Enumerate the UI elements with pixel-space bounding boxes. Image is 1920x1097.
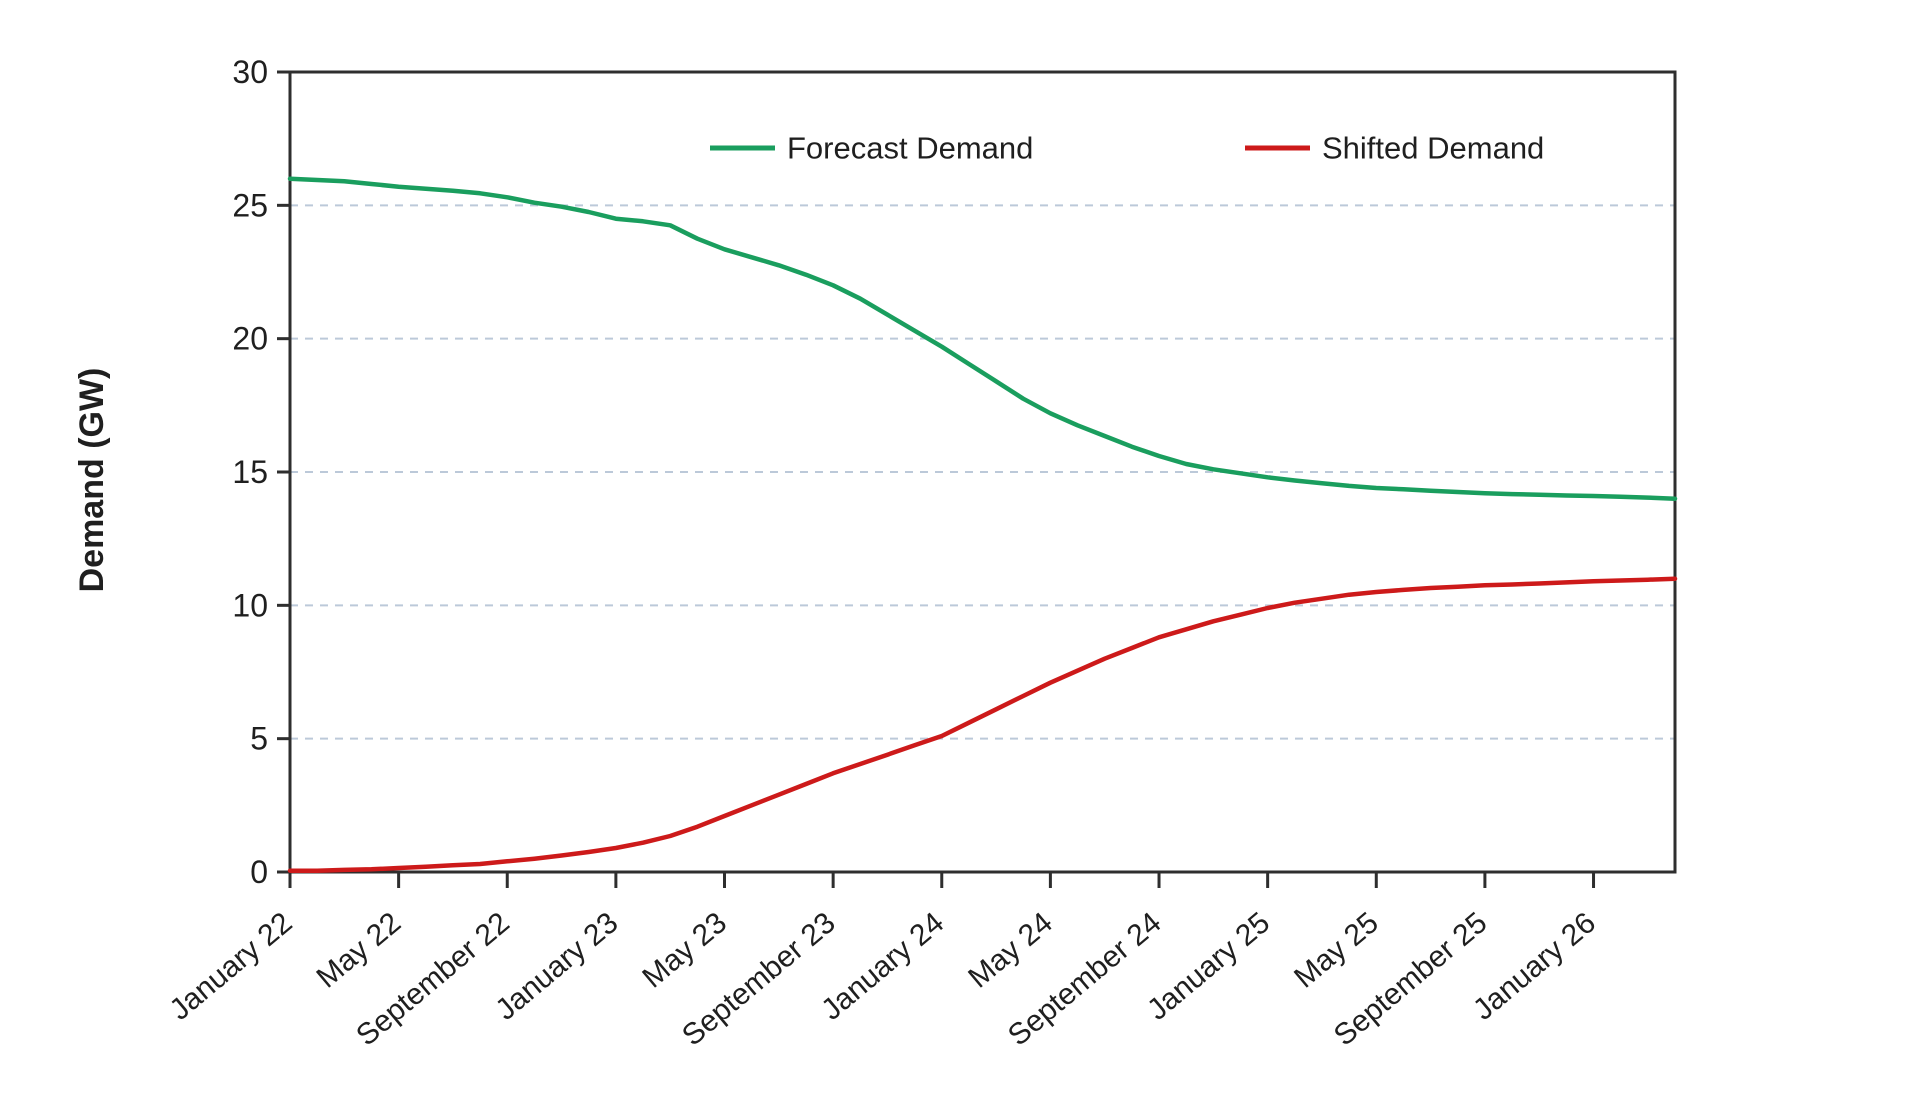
y-tick-label: 0	[250, 854, 268, 890]
y-axis-title: Demand (GW)	[73, 368, 111, 593]
forecast-legend-label: Forecast Demand	[787, 131, 1033, 166]
y-tick-label: 15	[232, 454, 268, 490]
y-tick-label: 20	[232, 321, 268, 357]
y-tick-label: 5	[250, 721, 268, 757]
shifted-legend-label: Shifted Demand	[1322, 131, 1544, 166]
forecast-demand-line	[287, 176, 1678, 501]
y-tick-label: 30	[232, 54, 268, 90]
shifted-demand-line	[287, 576, 1678, 873]
y-tick-label: 25	[232, 187, 268, 223]
y-tick-label: 10	[232, 587, 268, 623]
